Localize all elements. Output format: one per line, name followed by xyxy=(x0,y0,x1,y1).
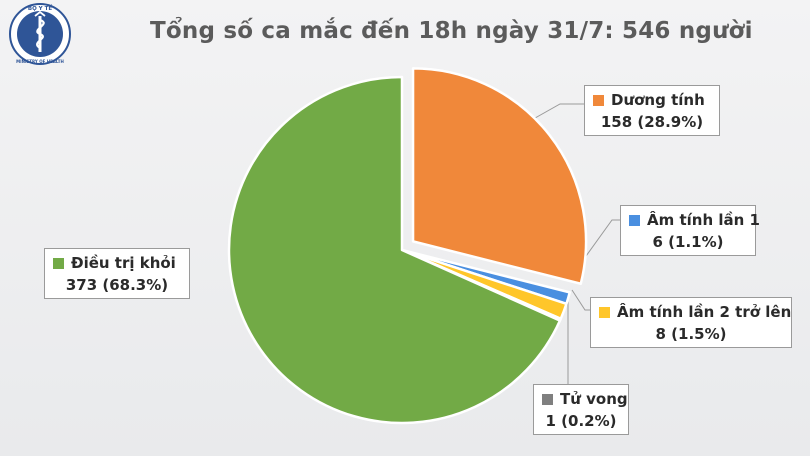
label-recovered: Điều trị khỏi 373 (68.3%) xyxy=(44,248,190,299)
label-positive-name: Dương tính xyxy=(611,91,705,109)
logo-bottom-text: MINISTRY OF HEALTH xyxy=(16,59,64,64)
leader-line-negative-2 xyxy=(571,289,592,311)
pie-slice-recovered xyxy=(227,75,562,425)
label-death-value: 1 (0.2%) xyxy=(545,412,617,430)
ministry-logo-icon: BỘ Y TẾ MINISTRY OF HEALTH xyxy=(9,3,71,65)
label-positive: Dương tính 158 (28.9%) xyxy=(584,85,720,136)
label-recovered-name: Điều trị khỏi xyxy=(71,254,176,272)
label-negative-2-name: Âm tính lần 2 trở lên xyxy=(617,303,792,321)
leader-lines xyxy=(527,103,622,392)
logo-top-text: BỘ Y TẾ xyxy=(28,4,52,12)
label-positive-value: 158 (28.9%) xyxy=(600,113,704,131)
leader-line-positive xyxy=(527,103,586,123)
label-death-name: Tử vong xyxy=(560,390,628,408)
swatch-negative-2 xyxy=(599,307,610,318)
label-death: Tử vong 1 (0.2%) xyxy=(533,384,629,435)
label-negative-2-value: 8 (1.5%) xyxy=(655,325,727,343)
pie-slices xyxy=(227,67,588,425)
chart-title: Tổng số ca mắc đến 18h ngày 31/7: 546 ng… xyxy=(150,18,753,44)
swatch-positive xyxy=(593,95,604,106)
label-recovered-value: 373 (68.3%) xyxy=(65,276,169,294)
swatch-recovered xyxy=(53,258,64,269)
leader-line-negative-1 xyxy=(575,219,622,271)
swatch-negative-1 xyxy=(629,215,640,226)
label-negative-1-value: 6 (1.1%) xyxy=(652,233,724,251)
swatch-death xyxy=(542,394,553,405)
label-negative-1: Âm tính lần 1 6 (1.1%) xyxy=(620,205,760,256)
label-negative-1-name: Âm tính lần 1 xyxy=(647,211,760,229)
pie-slice-positive xyxy=(411,67,588,286)
label-negative-2: Âm tính lần 2 trở lên 8 (1.5%) xyxy=(590,297,792,348)
